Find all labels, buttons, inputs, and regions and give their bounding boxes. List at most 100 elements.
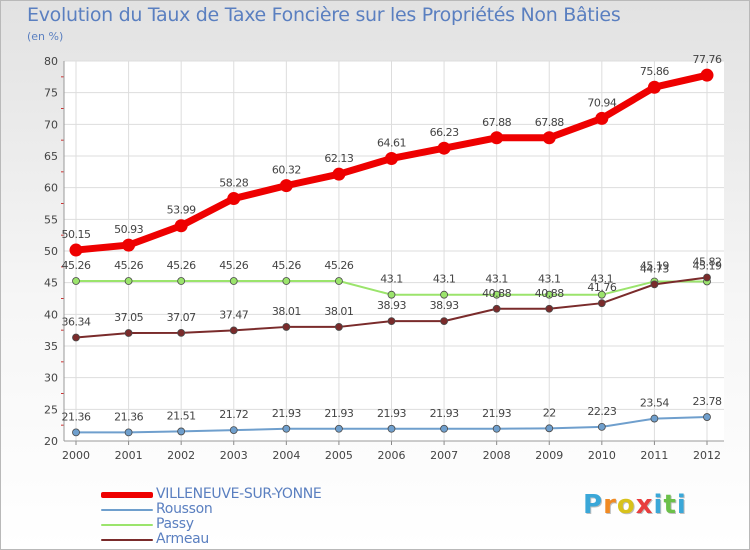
data-label: 21.51 [167, 409, 196, 422]
data-label: 41.76 [587, 281, 616, 294]
data-label: 37.47 [219, 308, 248, 321]
x-tick-label: 2010 [588, 449, 616, 462]
data-label: 45.82 [693, 255, 722, 268]
data-point [597, 422, 606, 431]
data-point [387, 290, 396, 299]
data-point [282, 323, 291, 331]
y-tick-label: 20 [44, 435, 58, 448]
data-point [703, 273, 711, 282]
legend-label: Armeau [156, 531, 209, 547]
data-label: 43.1 [433, 273, 456, 286]
data-label: 21.93 [482, 407, 511, 420]
y-tick-label: 25 [44, 403, 58, 416]
x-tick-label: 2000 [62, 449, 90, 462]
data-point [387, 317, 396, 326]
data-label: 38.01 [324, 305, 353, 318]
legend-swatch [101, 524, 153, 526]
y-tick-label: 30 [44, 372, 58, 385]
y-tick-label: 45 [44, 277, 58, 290]
data-label: 40.88 [535, 287, 564, 300]
x-tick-label: 2009 [535, 449, 563, 462]
data-point [72, 333, 80, 342]
data-point [647, 80, 661, 94]
data-point [69, 243, 83, 257]
data-label: 21.36 [114, 410, 143, 423]
data-point [72, 277, 80, 285]
data-label: 66.23 [430, 126, 459, 139]
data-label: 43.1 [485, 273, 508, 286]
x-tick-label: 2002 [167, 449, 195, 462]
data-label: 67.88 [482, 116, 511, 129]
y-tick-label: 75 [44, 87, 58, 100]
y-tick-label: 60 [44, 182, 58, 195]
data-label: 22 [543, 406, 556, 419]
data-point [700, 68, 714, 82]
data-point [492, 290, 501, 299]
data-label: 44.73 [640, 262, 669, 275]
data-label: 21.93 [324, 407, 353, 420]
legend-label: Rousson [156, 501, 213, 517]
data-point [545, 424, 554, 433]
logo-letter: i [676, 490, 687, 520]
data-point [229, 426, 238, 435]
data-label: 45.19 [693, 259, 722, 272]
y-tick-label: 50 [44, 245, 58, 258]
data-label: 21.93 [377, 407, 406, 420]
logo-letter: P [583, 490, 604, 520]
data-label: 23.54 [640, 397, 669, 410]
data-label: 45.19 [640, 259, 669, 272]
data-point [332, 167, 346, 181]
data-point [440, 317, 448, 326]
data-point [437, 141, 451, 155]
data-point [177, 277, 186, 285]
x-tick-label: 2001 [115, 449, 143, 462]
data-label: 67.88 [535, 116, 564, 129]
data-point [335, 424, 343, 433]
x-tick-label: 2004 [272, 449, 300, 462]
data-label: 38.01 [272, 305, 301, 318]
x-tick-label: 2003 [220, 449, 248, 462]
data-point [229, 326, 238, 335]
data-point [542, 131, 556, 145]
data-point [177, 328, 186, 337]
x-tick-label: 2005 [325, 449, 353, 462]
data-point [595, 111, 609, 125]
logo-letter: r [603, 490, 617, 520]
data-point [282, 424, 291, 433]
data-label: 22.23 [587, 405, 616, 418]
legend-label: VILLENEUVE-SUR-YONNE [156, 486, 322, 502]
data-label: 53.99 [167, 204, 196, 217]
data-label: 75.86 [640, 65, 669, 78]
data-label: 21.72 [219, 408, 248, 421]
data-point [597, 299, 606, 308]
data-point [440, 424, 448, 433]
logo-letter: t [663, 490, 677, 520]
y-tick-label: 65 [44, 150, 58, 163]
data-point [387, 424, 396, 433]
y-tick-label: 70 [44, 118, 58, 131]
data-point [492, 304, 501, 313]
y-tick-label: 55 [44, 213, 58, 226]
data-label: 43.1 [538, 273, 561, 286]
data-label: 45.26 [62, 259, 91, 272]
data-label: 70.94 [587, 96, 616, 109]
data-point [492, 424, 501, 433]
x-tick-label: 2011 [640, 449, 668, 462]
data-point [124, 277, 133, 285]
data-label: 58.28 [219, 177, 248, 190]
data-label: 21.36 [62, 410, 91, 423]
y-tick-label: 80 [44, 55, 58, 68]
legend-swatch [101, 539, 153, 541]
data-point [174, 219, 188, 233]
legend-label: Passy [156, 516, 194, 532]
data-label: 60.32 [272, 164, 301, 177]
data-label: 50.93 [114, 223, 143, 236]
data-point [440, 290, 448, 299]
data-point [545, 304, 554, 313]
data-point [650, 414, 659, 423]
y-axis-unit: (en %) [27, 30, 64, 43]
data-point [122, 238, 136, 252]
data-label: 23.78 [693, 395, 722, 408]
data-label: 36.34 [62, 316, 91, 329]
